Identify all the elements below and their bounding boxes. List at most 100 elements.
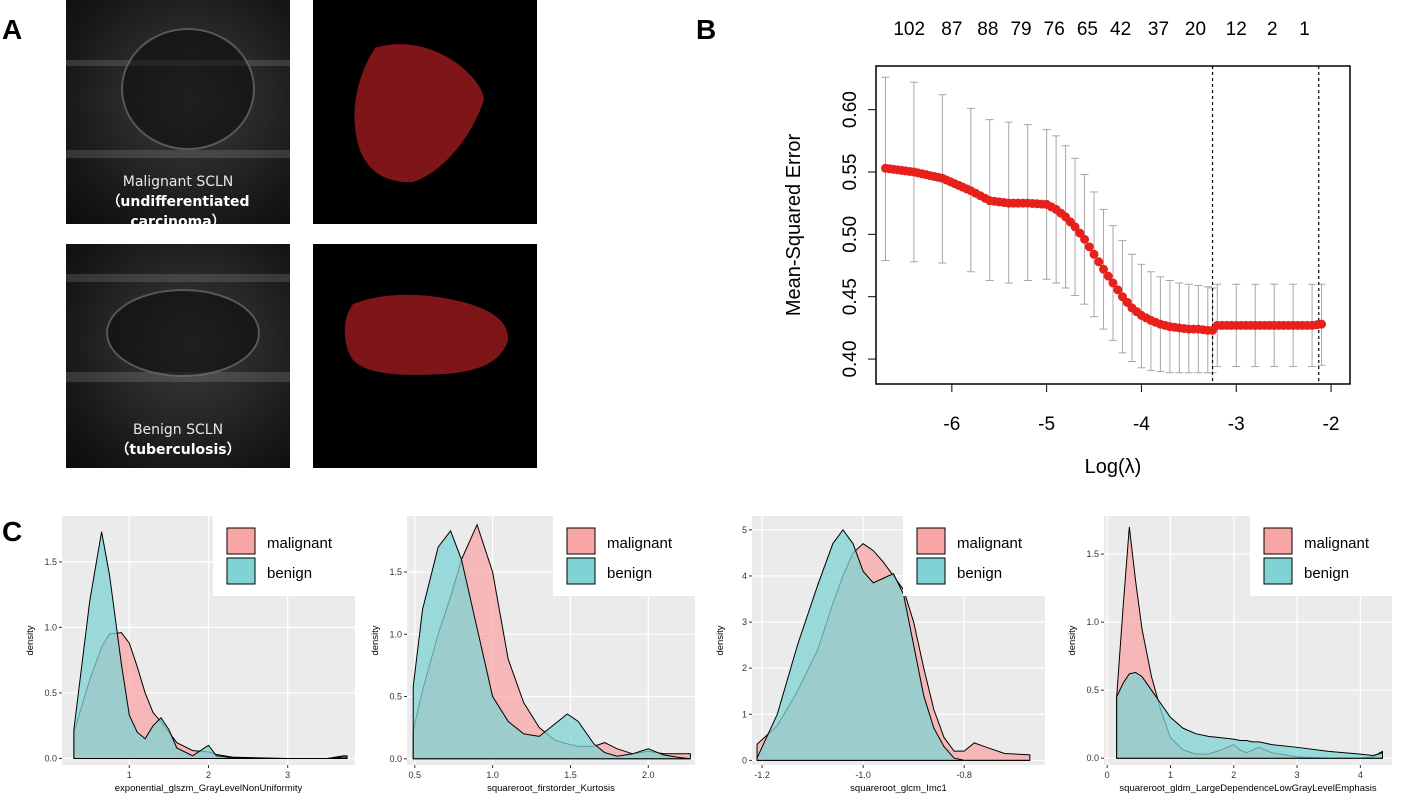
y-tick-label: 0.50 [840,216,861,253]
y-tick-label: 0.60 [840,91,861,128]
x-tick-label: 3 [1295,770,1300,780]
mse-point [1113,285,1123,295]
caption-benign-subtitle: （tuberculosis） [115,442,241,458]
x-tick-label: -5 [1038,414,1055,435]
legend-key-benign [916,557,946,585]
y-tick-label: 1.5 [44,557,57,567]
y-tick-label: 0.0 [389,754,402,764]
legend-label-benign: benign [957,565,1002,582]
y-tick-label: 1.5 [1086,549,1099,559]
legend-key-malignant [916,527,946,555]
mask-shape-malignant [354,44,484,183]
segmentation-mask-malignant [313,0,537,224]
x-tick-label: 1 [127,770,132,780]
top-axis-label: 2 [1267,19,1278,40]
density-chart-1: 1 2 3 0.0 0.5 1.0 1.5 exponential_glszm_GrayLev… [25,516,355,794]
top-axis-label: 20 [1185,19,1206,40]
y-tick-label: 1.0 [1086,617,1099,627]
top-axis-label: 102 [893,19,925,40]
y-axis-title: Mean-Squared Error [783,134,805,317]
x-tick-label: 1 [1168,770,1173,780]
y-tick-label: 0.55 [840,154,861,191]
legend-key-benign [566,557,596,585]
caption-malignant-subtitle: （undifferentiated carcinoma） [106,194,250,224]
density-area-benign [756,528,1030,761]
y-axis-title: density [370,625,381,655]
y-tick-label: 0.5 [389,692,402,702]
legend-label-malignant: malignant [267,535,333,552]
mask-shape-benign [344,294,509,375]
top-axis-label: 87 [941,19,962,40]
mask-region [344,294,509,375]
density-area-benign [73,531,348,759]
x-tick-label: 0 [1105,770,1110,780]
mse-point [1084,242,1094,252]
density-area-benign [412,529,691,760]
x-tick-label: 0.5 [409,770,422,780]
mask-region [354,44,484,183]
y-axis-title: density [25,625,36,655]
legend-label-benign: benign [1304,565,1349,582]
y-tick-label: 1 [742,709,747,719]
top-axis-label: 37 [1148,19,1169,40]
x-axis-title: Log(λ) [1085,456,1142,478]
ultrasound-image-benign: Benign SCLN （tuberculosis） [66,244,290,468]
ultrasound-image-malignant: Malignant SCLN （undifferentiated carcino… [66,0,290,224]
y-tick-label: 0.0 [1086,753,1099,763]
x-tick-label: 1.0 [486,770,499,780]
y-tick-label: 0 [742,755,747,765]
mse-point [1108,278,1118,288]
top-axis-label: 12 [1226,19,1247,40]
mse-point [1317,319,1327,329]
legend-key-malignant [566,527,596,555]
legend-label-benign: benign [267,565,312,582]
x-tick-label: -1.0 [855,770,871,780]
x-tick-label: -4 [1133,414,1150,435]
mse-point [1103,271,1113,281]
x-axis-title: squareroot_gldm_LargeDependenceLowGrayLe… [1119,783,1376,794]
y-tick-label: 0.0 [44,753,57,763]
density-area-benign [1116,671,1384,759]
mse-point [1080,234,1090,244]
x-axis-title: squareroot_firstorder_Kurtosis [487,783,615,794]
y-tick-label: 0.5 [1086,685,1099,695]
x-tick-label: -3 [1228,414,1245,435]
panel-label-c: C [2,516,23,547]
x-tick-label: 1.5 [564,770,577,780]
y-tick-label: 1.5 [389,567,402,577]
x-axis-title: squareroot_glcm_Imc1 [850,783,947,794]
x-tick-label: -6 [943,414,960,435]
legend-key-malignant [1263,527,1293,555]
mse-point [1094,257,1104,267]
mse-point [1089,249,1099,259]
top-axis-label: 42 [1110,19,1131,40]
x-tick-label: 2 [206,770,211,780]
lasso-cv-chart: -6 -5 -4 -3 -2 0.40 0.45 0.50 0.55 0.60 102 87 88 79 7… [783,19,1351,478]
y-tick-label: 1.0 [389,629,402,639]
legend-key-malignant [226,527,256,555]
caption-malignant-title: Malignant SCLN [122,174,234,190]
x-tick-label: -2 [1323,414,1340,435]
x-tick-label: 3 [285,770,290,780]
density-chart-2: 0.5 1.0 1.5 2.0 0.0 0.5 1.0 1.5 squareroot_first… [370,516,695,794]
legend-key-benign [226,557,256,585]
caption-benign-title: Benign SCLN [132,422,224,438]
top-axis-label: 88 [977,19,998,40]
y-tick-label: 0.40 [840,341,861,378]
legend-label-malignant: malignant [607,535,673,552]
mse-point [1075,228,1085,238]
top-axis-label: 65 [1077,19,1098,40]
y-tick-label: 3 [742,617,747,627]
y-tick-label: 0.5 [44,688,57,698]
mse-point [1070,222,1080,232]
y-axis-title: density [715,625,726,655]
segmentation-mask-benign [313,244,537,468]
top-axis-label: 76 [1044,19,1065,40]
density-chart-4: 0 1 2 3 4 0.0 0.5 1.0 1.5 squareroot_gldm_LargeDe… [1067,516,1392,794]
legend-label-benign: benign [607,565,652,582]
legend-label-malignant: malignant [957,535,1023,552]
density-chart-3: -1.2 -1.0 -0.8 0 1 2 3 4 5 squareroot_glcm_Imc1 de… [715,516,1045,794]
panel-label-b: B [696,14,717,45]
y-axis-title: density [1067,625,1078,655]
legend-label-malignant: malignant [1304,535,1370,552]
